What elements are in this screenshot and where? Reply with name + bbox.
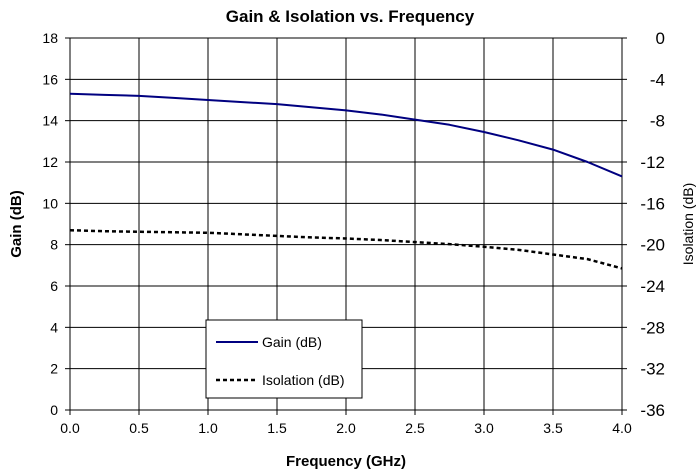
x-tick-label: 2.5 (405, 420, 425, 436)
y-left-tick-label: 10 (42, 195, 58, 211)
tick-marks (65, 37, 627, 415)
x-tick-label: 4.0 (612, 420, 632, 436)
y-axis-right-label: Isolation (dB) (680, 183, 696, 265)
x-tick-label: 0.5 (129, 420, 149, 436)
y-right-tick-label: -4 (650, 70, 665, 89)
y-left-tick-label: 2 (50, 361, 58, 377)
series-line-gain-db (69, 92, 623, 178)
x-axis-label: Frequency (GHz) (286, 453, 406, 470)
legend-label-gain: Gain (dB) (262, 334, 322, 350)
y-left-tick-label: 12 (42, 154, 58, 170)
x-tick-labels: 0.0 0.5 1.0 1.5 2.0 2.5 3.0 3.5 4.0 (60, 420, 632, 436)
y-left-tick-label: 16 (42, 71, 58, 87)
y-right-tick-label: -12 (640, 153, 665, 172)
legend: Gain (dB) Isolation (dB) (205, 319, 363, 399)
x-tick-label: 1.0 (198, 420, 218, 436)
chart-title: Gain & Isolation vs. Frequency (226, 7, 475, 26)
x-tick-label: 2.0 (336, 420, 356, 436)
x-tick-label: 3.0 (474, 420, 494, 436)
y-left-tick-label: 0 (50, 402, 58, 418)
y-right-tick-label: -20 (640, 236, 665, 255)
y-left-tick-labels: 0 2 4 6 8 10 12 14 16 18 (42, 30, 58, 418)
series-lines (69, 92, 623, 270)
y-left-tick-label: 18 (42, 30, 58, 46)
x-tick-label: 1.5 (267, 420, 287, 436)
y-right-tick-label: -28 (640, 318, 665, 337)
legend-box (205, 319, 363, 399)
y-right-tick-label: -8 (650, 112, 665, 131)
y-right-tick-label: -32 (640, 360, 665, 379)
y-left-tick-label: 8 (50, 237, 58, 253)
x-tick-label: 3.5 (543, 420, 563, 436)
y-right-tick-labels: -36 -32 -28 -24 -20 -16 -12 -8 -4 0 (640, 29, 665, 420)
y-right-tick-label: 0 (656, 29, 665, 48)
y-left-tick-label: 6 (50, 278, 58, 294)
y-left-tick-label: 14 (42, 113, 58, 129)
y-right-tick-label: -16 (640, 194, 665, 213)
y-left-tick-label: 4 (50, 319, 58, 335)
legend-label-isolation: Isolation (dB) (262, 372, 344, 388)
x-tick-label: 0.0 (60, 420, 80, 436)
series-line-isolation-db (69, 228, 623, 270)
y-right-tick-label: -24 (640, 277, 665, 296)
y-axis-left-label: Gain (dB) (8, 190, 25, 258)
y-right-tick-label: -36 (640, 401, 665, 420)
